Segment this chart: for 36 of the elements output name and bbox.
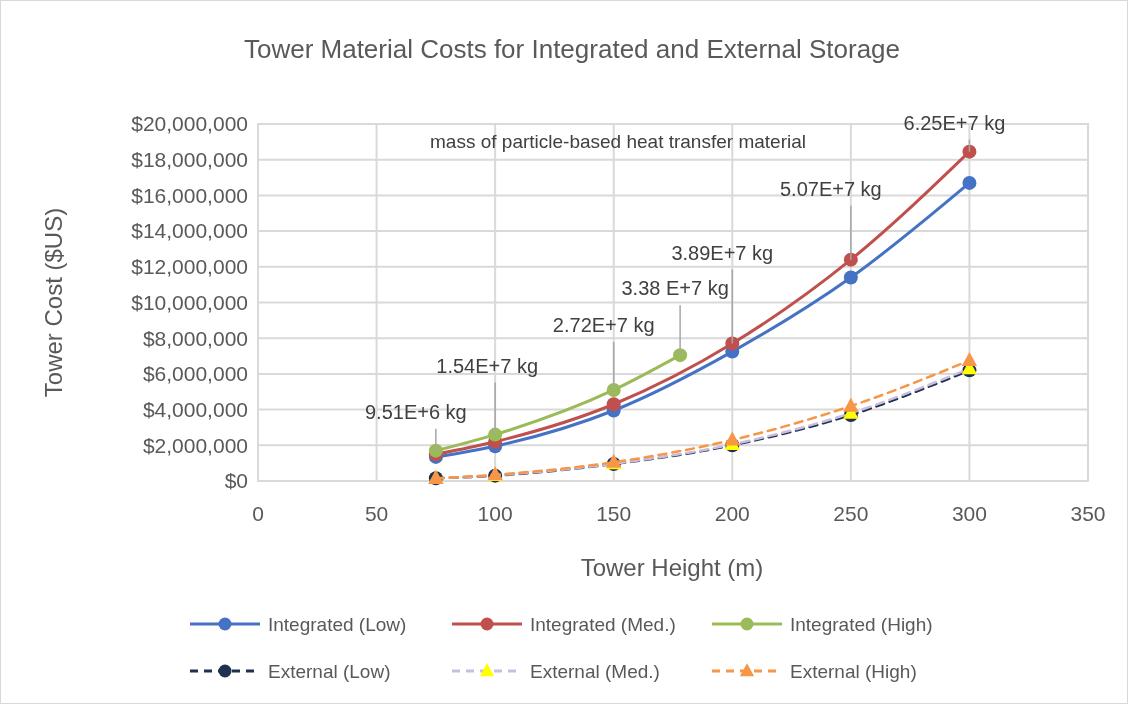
annotation: mass of particle-based heat transfer material [430,131,806,152]
annotation: 1.54E+7 kg [436,354,539,377]
annotation: 9.51E+6 kg [364,400,467,423]
annotation: 5.07E+7 kg [779,177,882,200]
x-tick-label: 250 [833,502,869,525]
x-tick-label: 300 [951,502,987,525]
legend-label: Integrated (High) [790,613,933,635]
annotation: 3.89E+7 kg [671,241,774,264]
x-tick-label: 150 [596,502,632,525]
y-tick-label: $18,000,000 [131,148,248,172]
legend-label: Integrated (Med.) [530,613,676,635]
y-tick-label: $10,000,000 [131,290,248,314]
annotation: 2.72E+7 kg [552,313,655,336]
chart-title: Tower Material Costs for Integrated and External Storage [243,34,901,64]
x-tick-label: 50 [364,502,389,525]
legend-label: External (High) [790,660,917,682]
y-tick-label: $16,000,000 [131,183,248,207]
legend-label: External (Low) [268,660,391,682]
annotation: 3.38 E+7 kg [621,277,729,300]
y-tick-label: $2,000,000 [142,433,248,457]
y-tick-label: $8,000,000 [142,326,248,350]
y-tick-label: $6,000,000 [142,362,248,386]
legend-label: External (Med.) [530,660,660,682]
x-tick-label: 100 [477,502,513,525]
x-tick-label: 200 [714,502,750,525]
y-tick-label: $20,000,000 [131,112,248,136]
annotation: 6.25E+7 kg [903,111,1006,134]
legend-label: Integrated (Low) [268,613,407,635]
x-axis-title: Tower Height (m) [580,554,764,581]
y-tick-label: $12,000,000 [131,255,248,279]
y-tick-label: $0 [224,469,248,493]
y-tick-label: $14,000,000 [131,219,248,243]
y-tick-label: $4,000,000 [142,397,248,421]
y-axis-title: Tower Cost ($US) [40,207,67,398]
x-tick-label: 0 [252,502,264,525]
x-tick-label: 350 [1070,502,1106,525]
